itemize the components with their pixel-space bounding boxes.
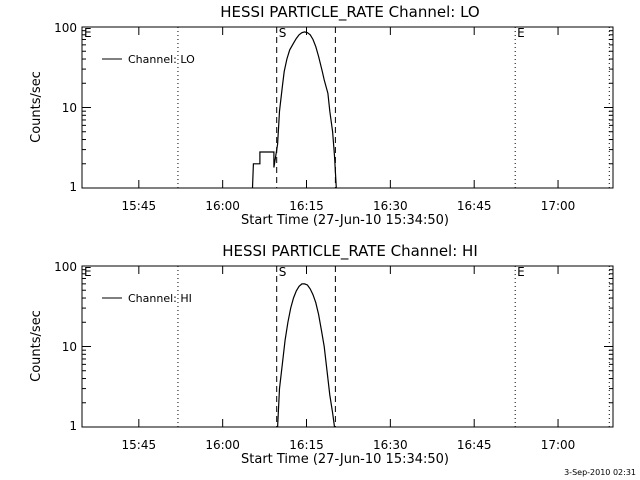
x-tick-labels-hi: 15:45 16:00 16:15 16:30 16:45 17:00 xyxy=(122,438,576,452)
x-axis-label-lo: Start Time (27-Jun-10 15:34:50) xyxy=(241,213,449,228)
x-tick-label: 17:00 xyxy=(541,438,576,452)
timestamp: 3-Sep-2010 02:31 xyxy=(564,468,636,477)
marker-label: S xyxy=(279,265,287,279)
panel-hi: HESSI PARTICLE_RATE Channel: HI Counts/s… xyxy=(29,242,614,467)
x-tick-label: 16:30 xyxy=(373,438,408,452)
y-tick-label: 10 xyxy=(62,101,77,115)
marker-labels-lo: E S E xyxy=(84,26,525,40)
y-tick-label: 10 xyxy=(62,340,77,354)
x-tick-labels-lo: 15:45 16:00 16:15 16:30 16:45 17:00 xyxy=(122,199,576,213)
marker-label: E xyxy=(84,265,92,279)
y-tick-label: 100 xyxy=(54,260,77,274)
y-tick-label: 1 xyxy=(69,419,77,433)
y-axis-label-lo: Counts/sec xyxy=(29,71,44,143)
x-tick-label: 15:45 xyxy=(122,438,157,452)
x-tick-marks-hi xyxy=(82,265,613,428)
series-lo xyxy=(251,31,337,189)
x-tick-label: 16:30 xyxy=(373,199,408,213)
series-line xyxy=(251,31,337,189)
x-tick-label: 16:00 xyxy=(205,438,240,452)
marker-label: E xyxy=(517,265,525,279)
plot-frame-lo xyxy=(81,26,614,189)
panel-lo: HESSI PARTICLE_RATE Channel: LO Counts/s… xyxy=(29,3,614,228)
x-axis-label-hi: Start Time (27-Jun-10 15:34:50) xyxy=(241,452,449,467)
series-line xyxy=(277,283,336,428)
chart-title-hi: HESSI PARTICLE_RATE Channel: HI xyxy=(222,242,478,261)
x-tick-label: 16:15 xyxy=(289,199,324,213)
y-tick-label: 1 xyxy=(69,180,77,194)
x-tick-label: 16:45 xyxy=(457,199,492,213)
legend-label-lo: Channel: LO xyxy=(128,53,195,66)
x-tick-label: 16:00 xyxy=(205,199,240,213)
x-tick-label: 17:00 xyxy=(541,199,576,213)
plot-frame-hi xyxy=(81,265,614,428)
x-tick-label: 16:45 xyxy=(457,438,492,452)
marker-label: S xyxy=(279,26,287,40)
series-hi xyxy=(277,283,336,428)
time-markers-hi xyxy=(177,266,610,427)
x-tick-marks-lo xyxy=(82,26,613,189)
y-tick-label: 100 xyxy=(54,21,77,35)
marker-labels-hi: E S E xyxy=(84,265,525,279)
y-axis-label-hi: Counts/sec xyxy=(29,310,44,382)
chart-title-lo: HESSI PARTICLE_RATE Channel: LO xyxy=(220,3,479,22)
x-tick-label: 15:45 xyxy=(122,199,157,213)
x-tick-label: 16:15 xyxy=(289,438,324,452)
time-markers-lo xyxy=(177,27,610,188)
marker-label: E xyxy=(517,26,525,40)
legend-label-hi: Channel: HI xyxy=(128,292,192,305)
marker-label: E xyxy=(84,26,92,40)
